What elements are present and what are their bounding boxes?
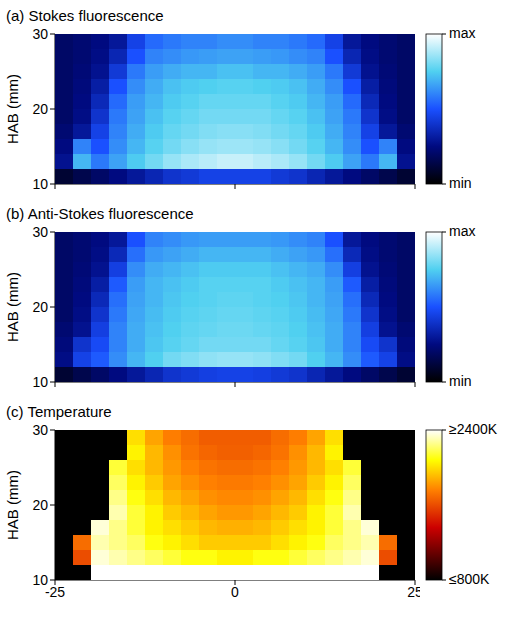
svg-text:20: 20 — [32, 101, 48, 117]
svg-text:20: 20 — [32, 497, 48, 513]
svg-text:HAB (mm): HAB (mm) — [4, 74, 21, 144]
html-text:(a) Stokes fluorescence: (a) Stokes fluorescence — [6, 7, 164, 24]
svg-text:HAB (mm): HAB (mm) — [4, 272, 21, 342]
svg-text:min: min — [449, 373, 472, 389]
svg-text:30: 30 — [32, 422, 48, 438]
svg-text:20: 20 — [32, 299, 48, 315]
svg-text:max: max — [449, 223, 475, 239]
svg-text:-25: -25 — [44, 583, 66, 600]
svg-text:30: 30 — [32, 224, 48, 240]
svg-text:max: max — [449, 25, 475, 41]
svg-text:≤800K: ≤800K — [449, 571, 490, 587]
svg-text:min: min — [449, 175, 472, 191]
svg-text:10: 10 — [32, 374, 48, 390]
svg-text:10: 10 — [32, 176, 48, 192]
svg-text:HAB (mm): HAB (mm) — [4, 470, 21, 540]
svg-text:0: 0 — [231, 584, 239, 600]
html-text:(b) Anti-Stokes fluorescence: (b) Anti-Stokes fluorescence — [6, 205, 194, 222]
svg-text:30: 30 — [32, 26, 48, 42]
svg-text:25: 25 — [407, 584, 420, 600]
html-text:(c) Temperature: (c) Temperature — [6, 403, 112, 420]
svg-text:≥2400K: ≥2400K — [449, 421, 498, 437]
svg-text:10: 10 — [32, 572, 48, 588]
